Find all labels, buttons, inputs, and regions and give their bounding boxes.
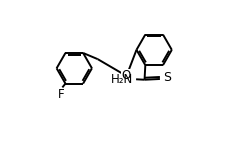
Text: F: F <box>58 88 65 101</box>
Text: S: S <box>162 71 170 84</box>
Text: H₂N: H₂N <box>110 73 133 86</box>
Text: O: O <box>121 69 131 82</box>
